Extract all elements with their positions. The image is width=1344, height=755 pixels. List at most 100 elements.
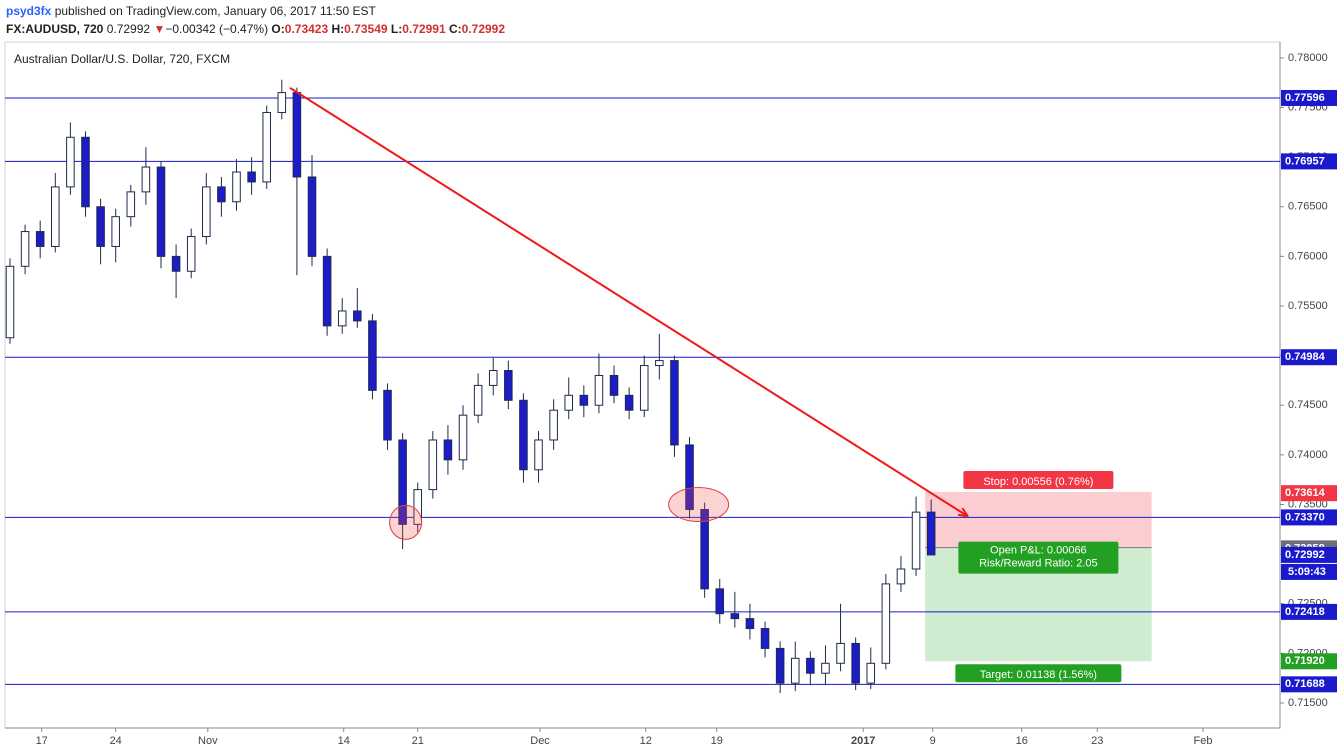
price-badge	[1281, 349, 1337, 366]
price-badge-label: 0.72992	[1285, 549, 1325, 561]
candle-body	[730, 613, 740, 620]
candle-body	[171, 255, 181, 272]
candle-body	[911, 511, 921, 570]
candle-body	[519, 399, 528, 471]
candle-body	[443, 439, 453, 461]
trendline	[289, 87, 969, 518]
price-badge	[1281, 485, 1337, 502]
candle-body	[217, 186, 226, 203]
last: 0.72992	[106, 22, 151, 36]
candle-body	[337, 310, 347, 327]
x-tick-label: Nov	[198, 735, 218, 747]
price-badge-label: 0.74984	[1285, 351, 1326, 363]
candle-body	[534, 439, 543, 471]
x-tick-label: Dec	[530, 735, 550, 747]
y-tick-label: 0.71500	[1288, 697, 1328, 709]
candle-body	[66, 136, 75, 188]
candle-body	[20, 231, 30, 267]
highlight	[389, 504, 423, 540]
x-tick-label: 21	[412, 735, 424, 747]
y-tick-label: 0.75500	[1288, 300, 1328, 312]
position-label-box	[955, 664, 1122, 683]
x-tick-label: 23	[1091, 735, 1103, 747]
candle-body	[353, 310, 362, 322]
change: −0.00342 (−0.47%)	[165, 22, 269, 36]
trendline-arrow	[957, 507, 969, 518]
x-tick-label: 14	[338, 735, 350, 747]
candle-body	[186, 236, 196, 272]
y-tick-label: 0.74500	[1288, 399, 1328, 411]
candle-body	[141, 166, 151, 193]
y-tick-label: 0.73500	[1288, 498, 1328, 510]
position-label-box	[958, 541, 1119, 574]
candle-body	[775, 647, 785, 684]
x-tick-label: 2017	[851, 735, 875, 747]
candle-body	[896, 568, 906, 585]
candle-body	[232, 171, 241, 203]
candle-body	[458, 414, 468, 461]
l-val: 0.72991	[402, 22, 446, 36]
y-tick-label: 0.76500	[1288, 201, 1328, 213]
h: H:	[331, 22, 345, 36]
price-badge-label: 0.71920	[1285, 655, 1325, 667]
publisher: psyd3fx	[6, 4, 52, 18]
target-label: Target: 0.01138 (1.56%)	[980, 669, 1097, 681]
candle-body	[428, 439, 438, 491]
stop-label: Stop: 0.00556 (0.76%)	[983, 476, 1093, 488]
price-badge-label: 0.73614	[1285, 487, 1326, 499]
candle-body	[609, 374, 619, 396]
candle-body	[670, 360, 679, 446]
candle-body	[926, 511, 936, 556]
price-badge-label: 0.72418	[1285, 606, 1325, 618]
rr-label: Risk/Reward Ratio: 2.05	[979, 557, 1098, 569]
candle-body	[81, 136, 90, 208]
price-badge	[1281, 89, 1337, 106]
price-badge	[1281, 546, 1337, 563]
published: published on TradingView.com, January 06…	[54, 4, 376, 18]
candle-body	[655, 360, 664, 367]
price-badge	[1281, 676, 1337, 693]
candle-body	[277, 92, 287, 113]
o-val: 0.73423	[284, 22, 329, 36]
price-badge	[1281, 653, 1337, 670]
candle-body	[821, 662, 830, 674]
price-badge-label: 0.77596	[1285, 92, 1325, 104]
y-tick-label: 0.74000	[1288, 449, 1328, 461]
candle-body	[836, 642, 845, 664]
h-val: 0.73549	[344, 22, 388, 36]
candle-body	[745, 618, 755, 630]
header: psyd3fx published on TradingView.com, Ja…	[6, 2, 505, 38]
stop-zone	[925, 491, 1152, 548]
candle-body	[700, 508, 709, 590]
price-badge-label: 0.71688	[1285, 678, 1325, 690]
x-tick-label: 12	[640, 735, 652, 747]
pnl-label: Open P&L: 0.00066	[990, 544, 1087, 556]
candle-body	[715, 588, 725, 615]
candle-body	[488, 370, 498, 386]
candle-body	[5, 265, 15, 339]
candle-body	[307, 176, 317, 257]
candle-body	[760, 628, 770, 649]
candle-body	[851, 642, 860, 684]
candle-body	[292, 92, 302, 178]
candle-body	[368, 320, 377, 391]
candle-body	[594, 374, 604, 406]
candle-body	[639, 365, 649, 411]
chart-title: Australian Dollar/U.S. Dollar, 720, FXCM	[14, 52, 230, 66]
candle-body	[579, 394, 589, 406]
candle-body	[624, 394, 634, 411]
candle-body	[247, 171, 256, 183]
candle-body	[504, 370, 513, 401]
candle-body	[383, 389, 392, 441]
y-tick-label: 0.78000	[1288, 52, 1328, 64]
price-badge-label: 0.76957	[1285, 155, 1325, 167]
price-badge	[1281, 509, 1337, 526]
x-tick-label: 19	[711, 735, 723, 747]
x-tick-label: 16	[1016, 735, 1028, 747]
position-label-box	[963, 470, 1114, 489]
candle-body	[685, 444, 694, 510]
candle-body	[881, 583, 891, 664]
c: C:	[448, 22, 462, 36]
o: O:	[271, 22, 285, 36]
